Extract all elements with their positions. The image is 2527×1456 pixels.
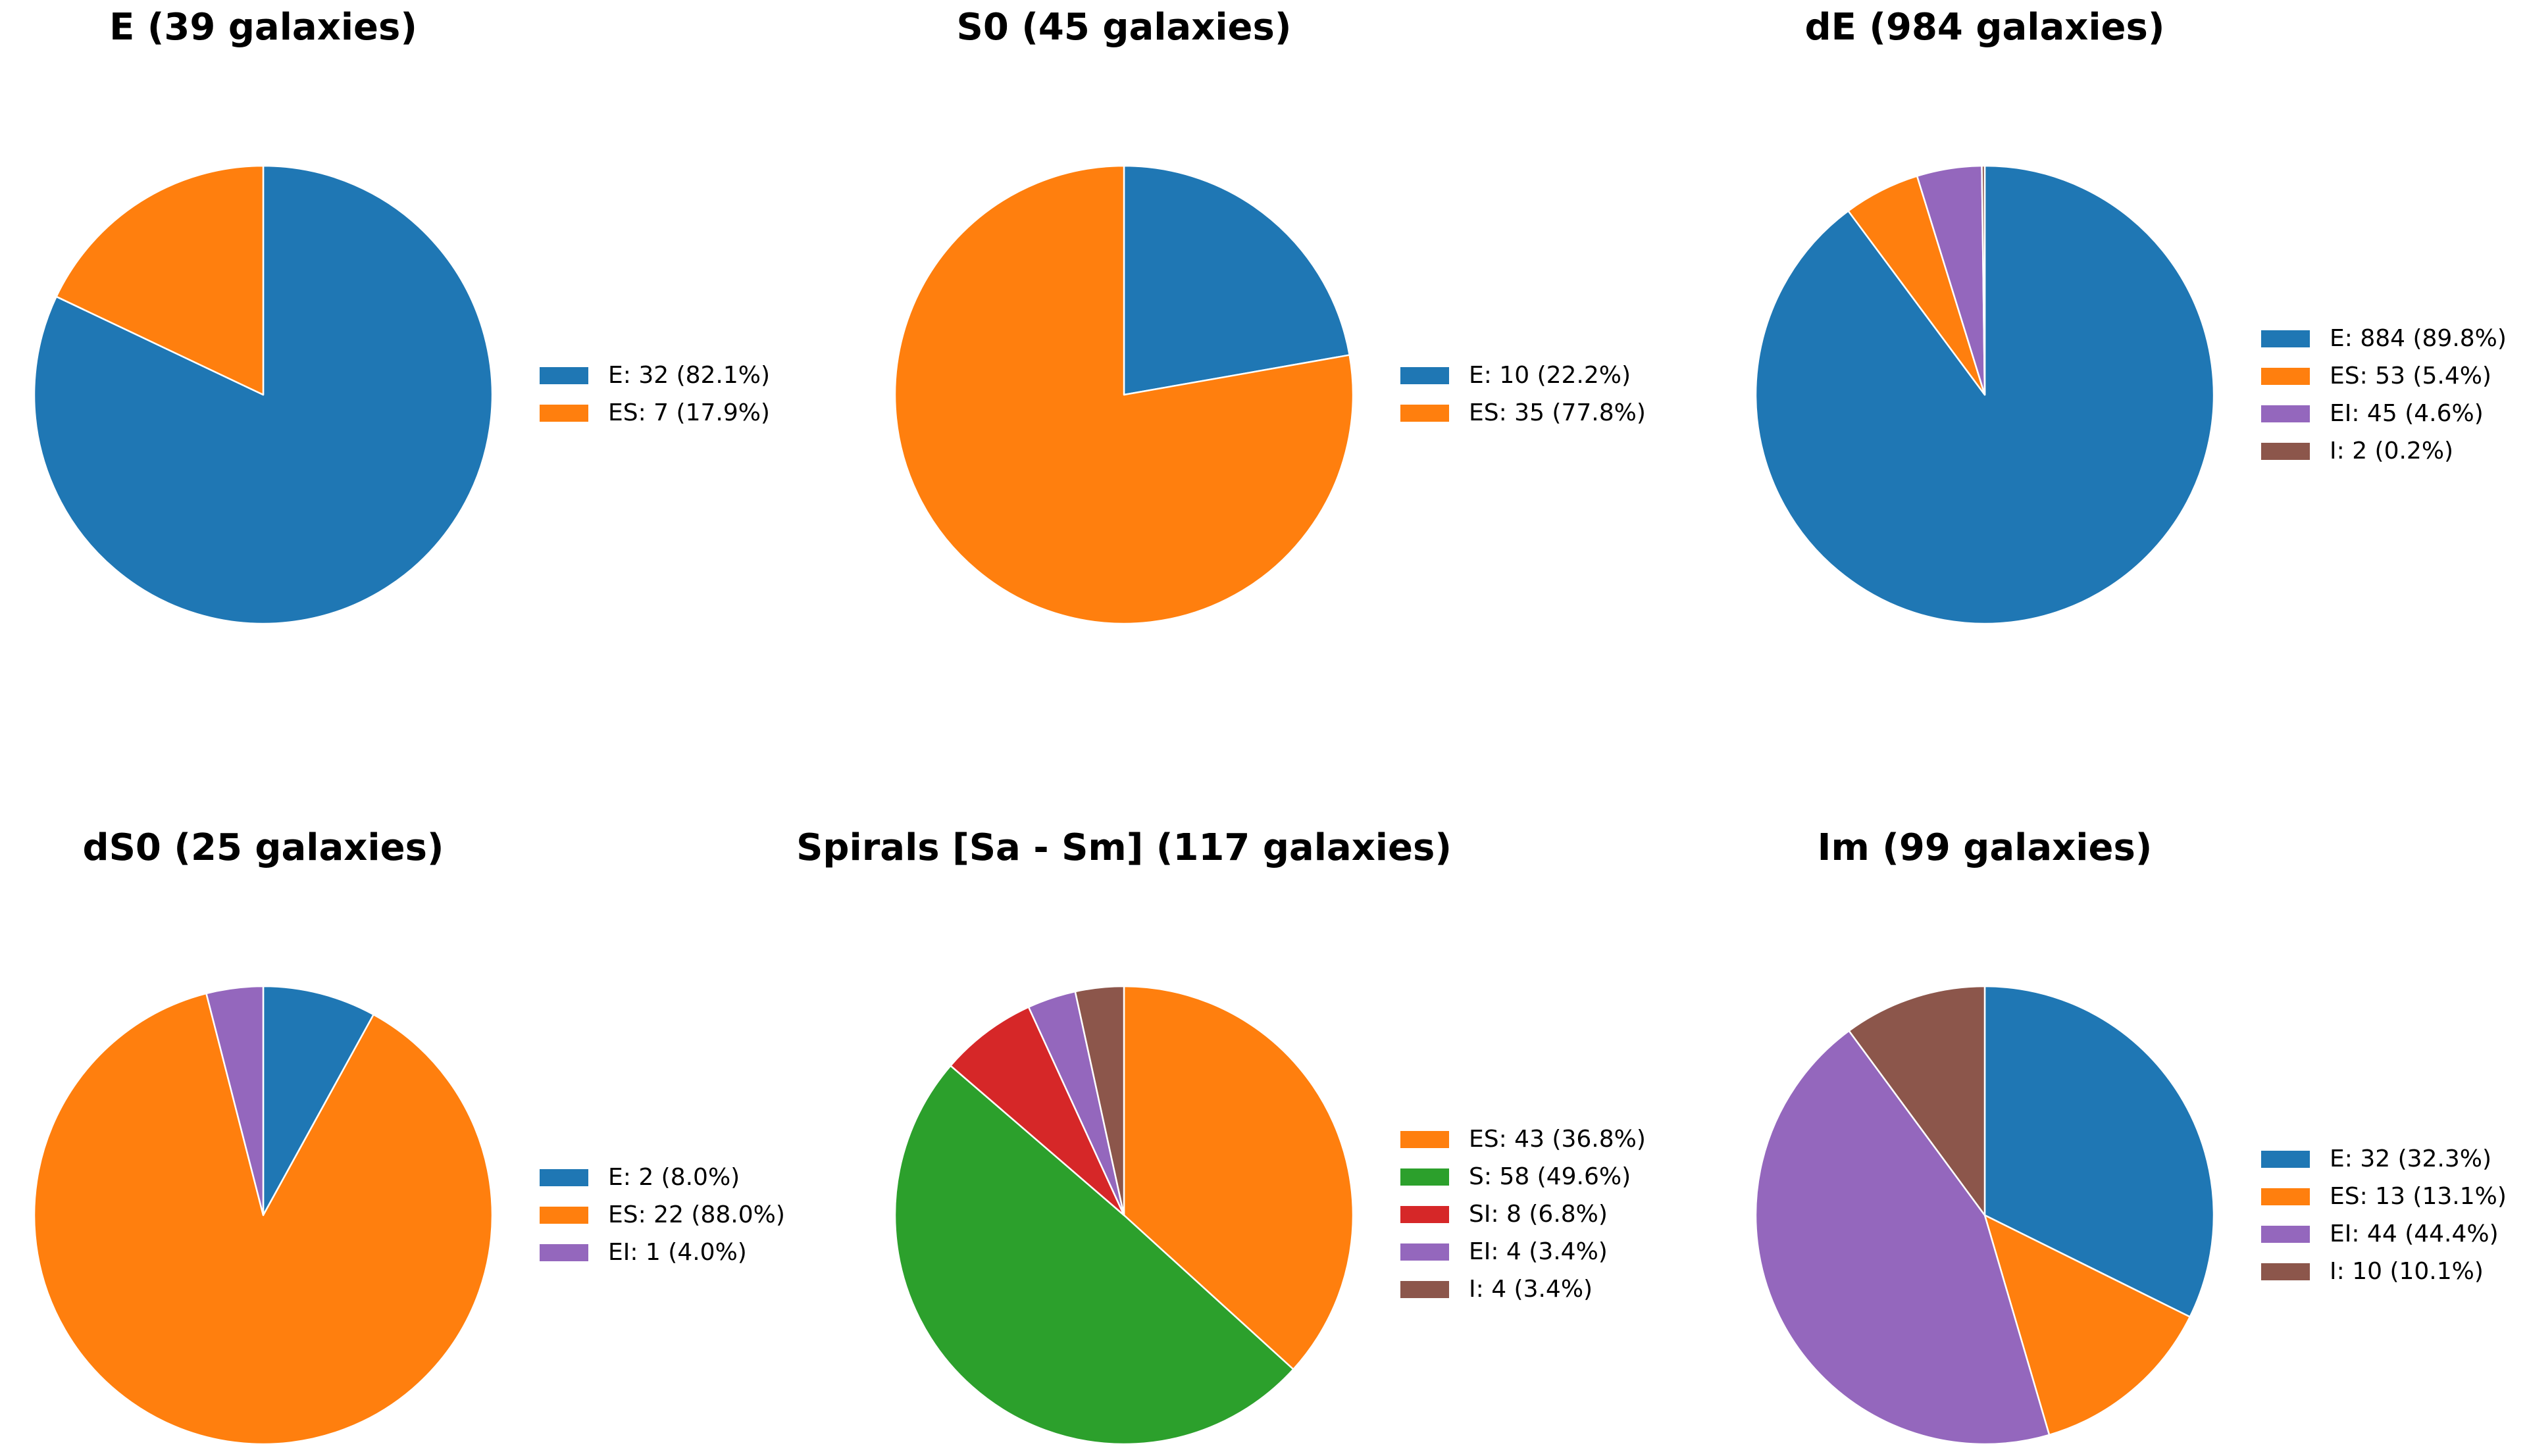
pie-chart — [894, 164, 1354, 625]
legend-entry-e: E: 2 (8.0%) — [540, 1159, 785, 1196]
legend-swatch — [2261, 330, 2310, 347]
legend-swatch — [1400, 1130, 1449, 1148]
legend: E: 2 (8.0%) ES: 22 (88.0%) EI: 1 (4.0%) — [540, 1159, 785, 1271]
chart-title: dE (984 galaxies) — [1804, 6, 2165, 49]
pie-slice-ei — [205, 985, 265, 1217]
legend-label: I: 10 (10.1%) — [2330, 1257, 2484, 1285]
legend-label: EI: 44 (44.4%) — [2330, 1220, 2499, 1247]
legend-swatch — [2261, 1263, 2310, 1280]
legend-swatch — [1400, 1280, 1449, 1298]
legend-label: E: 2 (8.0%) — [608, 1163, 740, 1191]
legend-swatch — [2261, 367, 2310, 385]
legend-entry-s: S: 58 (49.6%) — [1400, 1158, 1646, 1195]
legend-label: ES: 7 (17.9%) — [608, 399, 770, 426]
legend-swatch — [2261, 1225, 2310, 1243]
legend-swatch — [540, 366, 588, 384]
legend-swatch — [540, 1206, 588, 1224]
pie-slice-e — [1123, 164, 1350, 396]
legend-swatch — [2261, 1188, 2310, 1205]
legend-entry-e: E: 32 (32.3%) — [2261, 1140, 2507, 1178]
legend-swatch — [1400, 366, 1449, 384]
pie-slice-si — [950, 1006, 1125, 1217]
legend-entry-es: ES: 43 (36.8%) — [1400, 1120, 1646, 1158]
legend-entry-es: ES: 35 (77.8%) — [1400, 394, 1646, 432]
pie-slice-s — [894, 1065, 1294, 1445]
legend: ES: 43 (36.8%) S: 58 (49.6%) SI: 8 (6.8%) E… — [1400, 1120, 1646, 1308]
legend-entry-es: ES: 13 (13.1%) — [2261, 1178, 2507, 1215]
chart-title: dS0 (25 galaxies) — [82, 826, 444, 869]
legend-entry-ei: EI: 44 (44.4%) — [2261, 1215, 2507, 1253]
pie-chart — [894, 985, 1354, 1445]
pie-slice-i — [1848, 985, 1986, 1217]
pie-chart — [33, 985, 494, 1445]
legend-entry-i: I: 4 (3.4%) — [1400, 1270, 1646, 1308]
legend-label: EI: 45 (4.6%) — [2330, 399, 2484, 427]
legend-entry-e: E: 32 (82.1%) — [540, 357, 770, 394]
legend-swatch — [1400, 1243, 1449, 1261]
legend-label: ES: 13 (13.1%) — [2330, 1182, 2507, 1210]
legend-swatch — [540, 1168, 588, 1186]
legend-label: SI: 8 (6.8%) — [1469, 1200, 1608, 1228]
legend-label: ES: 35 (77.8%) — [1469, 399, 1646, 426]
legend-label: S: 58 (49.6%) — [1469, 1163, 1631, 1190]
legend-swatch — [2261, 442, 2310, 460]
pie-slice-es — [33, 992, 494, 1445]
legend-entry-ei: EI: 45 (4.6%) — [2261, 395, 2507, 432]
chart-title: Spirals [Sa - Sm] (117 galaxies) — [796, 826, 1452, 869]
legend-swatch — [540, 404, 588, 422]
legend-label: I: 4 (3.4%) — [1469, 1275, 1593, 1303]
legend-label: ES: 53 (5.4%) — [2330, 362, 2491, 389]
pie-slice-i — [1981, 164, 1986, 396]
chart-title: Im (99 galaxies) — [1817, 826, 2153, 869]
chart-title: S0 (45 galaxies) — [956, 6, 1292, 49]
pie-slice-es — [1983, 1214, 2191, 1436]
legend-label: ES: 22 (88.0%) — [608, 1201, 785, 1228]
legend-swatch — [1400, 1168, 1449, 1186]
legend-swatch — [2261, 1150, 2310, 1168]
legend-entry-e: E: 884 (89.8%) — [2261, 320, 2507, 357]
legend-entry-es: ES: 22 (88.0%) — [540, 1196, 785, 1234]
legend-label: E: 32 (82.1%) — [608, 361, 771, 389]
legend-swatch — [1400, 404, 1449, 422]
legend-entry-es: ES: 53 (5.4%) — [2261, 357, 2507, 395]
legend-label: E: 884 (89.8%) — [2330, 324, 2507, 352]
pie-slice-es — [55, 164, 265, 396]
legend: E: 10 (22.2%) ES: 35 (77.8%) — [1400, 357, 1646, 432]
pie-slice-es — [894, 164, 1354, 625]
legend: E: 32 (82.1%) ES: 7 (17.9%) — [540, 357, 770, 432]
legend-entry-i: I: 2 (0.2%) — [2261, 432, 2507, 470]
legend-swatch — [1400, 1205, 1449, 1223]
pie-slice-e — [1983, 985, 2215, 1318]
pie-chart — [1754, 164, 2215, 625]
pie-slice-ei — [1754, 1030, 2051, 1445]
legend-label: I: 2 (0.2%) — [2330, 437, 2454, 464]
pie-chart — [1754, 985, 2215, 1445]
legend-entry-i: I: 10 (10.1%) — [2261, 1253, 2507, 1290]
legend-label: EI: 4 (3.4%) — [1469, 1238, 1608, 1265]
legend-entry-ei: EI: 1 (4.0%) — [540, 1234, 785, 1271]
legend-entry-es: ES: 7 (17.9%) — [540, 394, 770, 432]
pie-slice-e — [262, 985, 374, 1217]
chart-title: E (39 galaxies) — [109, 6, 417, 49]
pie-slice-es — [1123, 985, 1354, 1370]
legend: E: 32 (32.3%) ES: 13 (13.1%) EI: 44 (44.4%… — [2261, 1140, 2507, 1290]
legend-entry-si: SI: 8 (6.8%) — [1400, 1195, 1646, 1233]
pie-slice-i — [1074, 985, 1125, 1217]
legend-label: E: 32 (32.3%) — [2330, 1145, 2492, 1172]
pie-chart — [33, 164, 494, 625]
legend-swatch — [540, 1243, 588, 1261]
legend-entry-ei: EI: 4 (3.4%) — [1400, 1233, 1646, 1270]
legend: E: 884 (89.8%) ES: 53 (5.4%) EI: 45 (4.6%)… — [2261, 320, 2507, 470]
legend-label: EI: 1 (4.0%) — [608, 1238, 747, 1266]
legend-entry-e: E: 10 (22.2%) — [1400, 357, 1646, 394]
legend-swatch — [2261, 405, 2310, 422]
legend-label: E: 10 (22.2%) — [1469, 361, 1631, 389]
legend-label: ES: 43 (36.8%) — [1469, 1125, 1646, 1153]
pie-slice-e — [33, 164, 494, 625]
